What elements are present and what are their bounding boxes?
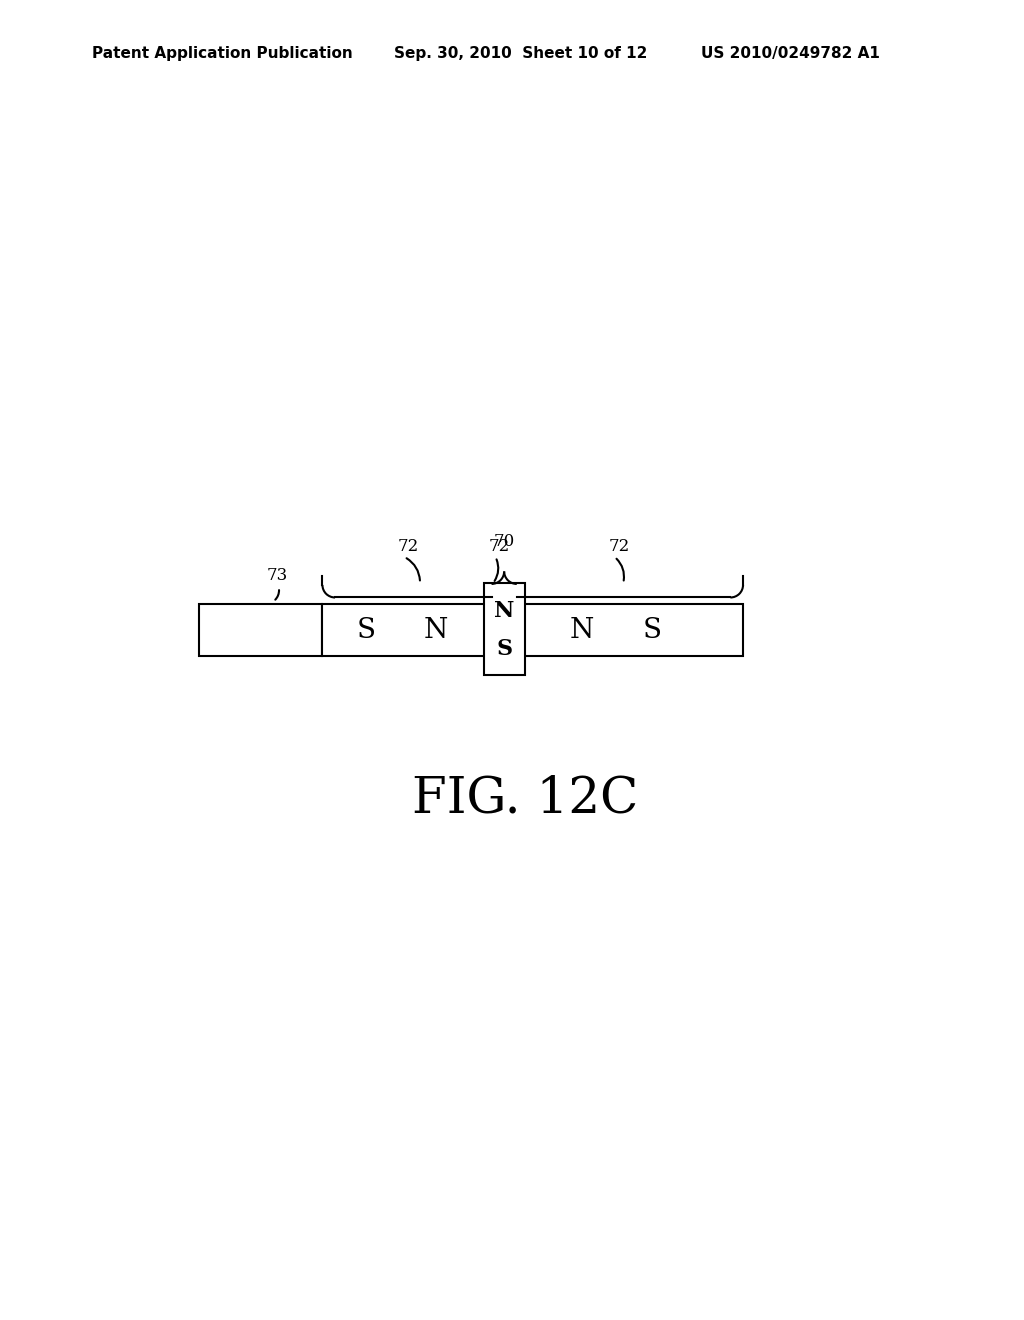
Text: 73: 73	[267, 566, 288, 583]
Text: US 2010/0249782 A1: US 2010/0249782 A1	[701, 46, 881, 61]
Bar	[323, 603, 743, 656]
Text: N: N	[424, 616, 449, 644]
Text: S: S	[642, 616, 662, 644]
Text: Patent Application Publication: Patent Application Publication	[92, 46, 353, 61]
Text: N: N	[494, 599, 514, 622]
Text: 72: 72	[397, 539, 419, 556]
Text: N: N	[569, 616, 594, 644]
Text: Sep. 30, 2010  Sheet 10 of 12: Sep. 30, 2010 Sheet 10 of 12	[394, 46, 647, 61]
Text: 72: 72	[608, 539, 630, 556]
Text: S: S	[356, 616, 376, 644]
Text: 72: 72	[489, 539, 510, 556]
Text: S: S	[496, 638, 512, 660]
Text: 70: 70	[494, 533, 515, 549]
Bar	[483, 583, 524, 675]
Bar	[200, 603, 323, 656]
Text: FIG. 12C: FIG. 12C	[412, 774, 638, 824]
